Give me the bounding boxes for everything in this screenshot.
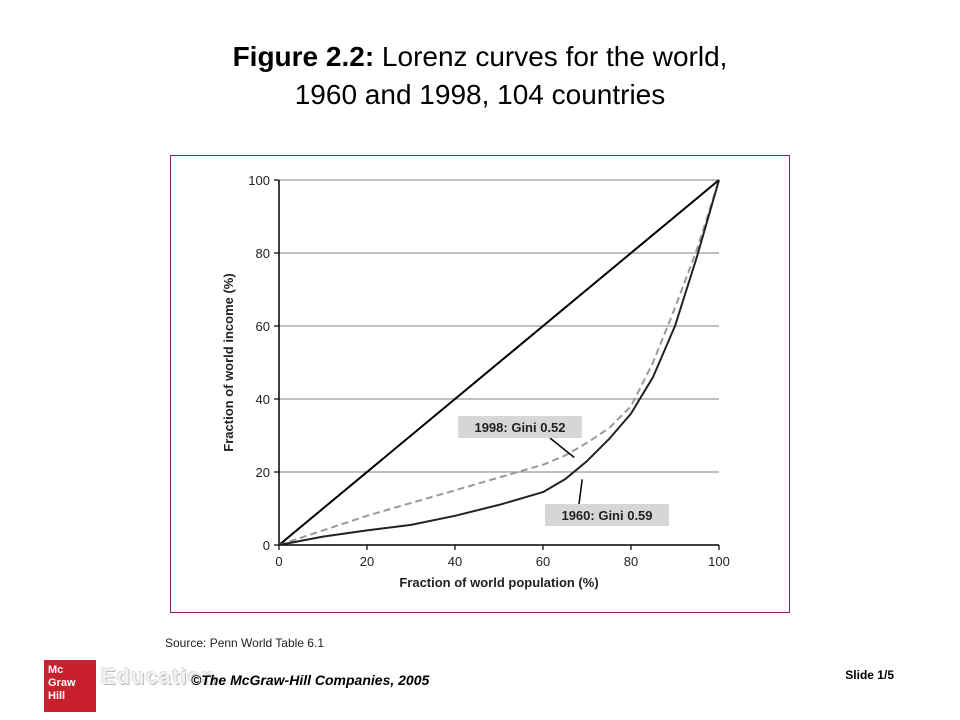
y-tick-label-40: 40 xyxy=(256,392,270,407)
title-figure-label: Figure 2.2: xyxy=(232,41,375,72)
source-note: Source: Penn World Table 6.1 xyxy=(165,636,324,650)
y-tick-label-0: 0 xyxy=(263,538,270,553)
equality-line xyxy=(278,179,720,546)
x-axis-label: Fraction of world population (%) xyxy=(399,575,598,590)
x-tick-label-100: 100 xyxy=(708,554,730,569)
copyright-notice: ©The McGraw-Hill Companies, 2005 xyxy=(191,672,430,688)
x-tick-label-20: 20 xyxy=(360,554,374,569)
y-axis-label: Fraction of world income (%) xyxy=(221,273,236,451)
lorenz-chart: 0 20 40 60 80 100 0 20 40 60 80 100 Fraction of worl… xyxy=(221,173,730,590)
y-tick-label-80: 80 xyxy=(256,246,270,261)
logo-line-1: Mc xyxy=(48,664,64,676)
x-tick-label-40: 40 xyxy=(448,554,462,569)
annotation-label-0: 1998: Gini 0.52 xyxy=(474,420,565,435)
series-1960-line xyxy=(278,179,720,546)
annotation-box-1 xyxy=(545,504,669,526)
x-tick-label-60: 60 xyxy=(536,554,550,569)
slide-title: Figure 2.2: Lorenz curves for the world,… xyxy=(0,38,960,114)
annotation-label-1: 1960: Gini 0.59 xyxy=(561,508,652,523)
annotation-leader-0 xyxy=(549,437,575,458)
y-tick-label-100: 100 xyxy=(248,173,270,188)
title-line-2: 1960 and 1998, 104 countries xyxy=(294,79,666,110)
chart-frame: 0 20 40 60 80 100 0 20 40 60 80 100 Fraction of worl… xyxy=(170,155,790,613)
annotation-box-0 xyxy=(458,416,582,438)
logo-line-2: Graw xyxy=(48,677,76,689)
logo-wordmark: Education xyxy=(101,664,217,689)
x-tick-label-0: 0 xyxy=(275,554,282,569)
slide-number: Slide 1/5 xyxy=(845,668,894,682)
title-text: Lorenz curves for the world, xyxy=(374,41,728,72)
y-tick-label-20: 20 xyxy=(256,465,270,480)
annotation-leader-1 xyxy=(578,479,583,505)
series-1998-line xyxy=(278,179,720,546)
x-tick-label-80: 80 xyxy=(624,554,638,569)
mcgraw-hill-logo: Mc Graw Hill xyxy=(44,660,96,712)
logo-line-3: Hill xyxy=(48,690,66,702)
y-tick-label-60: 60 xyxy=(256,319,270,334)
